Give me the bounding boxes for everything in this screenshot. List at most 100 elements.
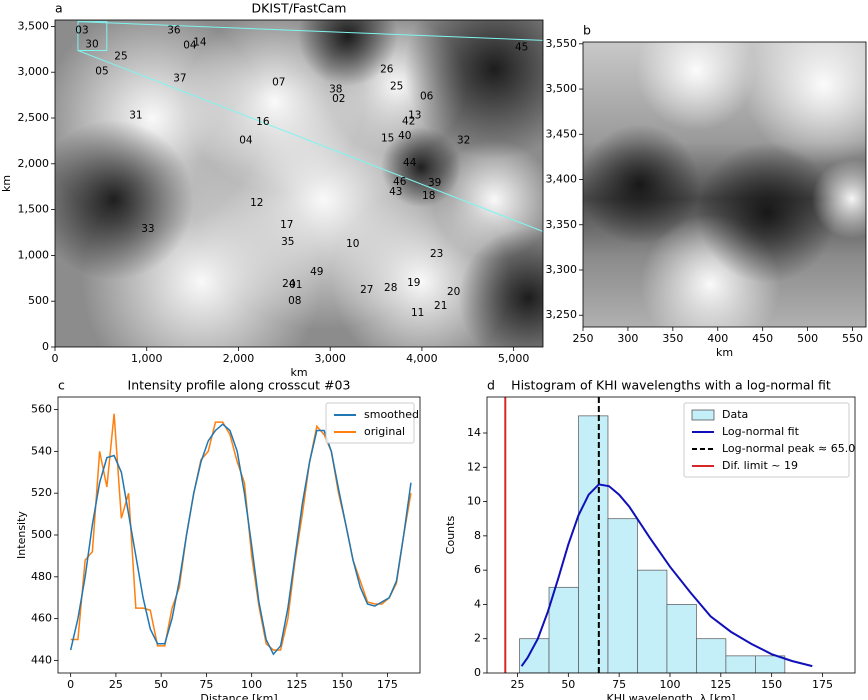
x-tick-label: 25 [510, 678, 524, 691]
crosscut-label: 39 [428, 177, 441, 189]
chart-title: Intensity profile along crosscut #03 [128, 378, 351, 393]
y-tick-label: 3,250 [546, 308, 578, 321]
legend-label: Log-normal fit [722, 425, 800, 438]
crosscut-label: 23 [430, 248, 443, 260]
crosscut-label: 10 [346, 238, 359, 250]
y-tick-label: 500 [31, 528, 52, 541]
chart-title: DKIST/FastCam [252, 1, 347, 16]
crosscut-label: 40 [398, 130, 411, 142]
fit-curve [520, 483, 813, 668]
x-tick-label: 1,000 [131, 352, 163, 365]
legend-box [683, 402, 850, 478]
zoom-connector [77, 50, 543, 232]
zoom-connector [77, 21, 543, 41]
histogram-bar [607, 518, 638, 673]
y-tick-label: 500 [28, 294, 49, 307]
y-tick-label: 440 [31, 653, 52, 666]
image-texture [55, 119, 194, 280]
crosscut-label: 25 [390, 80, 403, 92]
x-tick-label: 125 [286, 678, 307, 691]
x-axis-label: km [290, 366, 307, 379]
x-axis-label: Distance [km] [200, 692, 277, 700]
image-texture [583, 124, 700, 245]
x-tick-label: 0 [52, 352, 59, 365]
x-tick-label: 25 [109, 678, 123, 691]
histogram-bar [548, 586, 579, 673]
x-tick-label: 300 [617, 332, 638, 345]
panel-letter: c [58, 378, 65, 393]
crosscut-label: 01 [289, 279, 302, 291]
image-texture [458, 227, 543, 347]
crosscut-label: 37 [173, 72, 186, 84]
y-axis-label: Counts [444, 516, 457, 555]
crosscut-label: 08 [288, 295, 301, 307]
y-tick-label: 3,450 [546, 127, 578, 140]
image-texture [696, 143, 837, 283]
x-tick-label: 150 [332, 678, 353, 691]
crosscut-label: 42 [402, 115, 415, 127]
chart-title: Histogram of KHI wavelengths with a log-… [511, 378, 831, 393]
crosscut-label: 49 [310, 266, 323, 278]
crosscut-label: 07 [272, 76, 285, 88]
x-tick-label: 50 [154, 678, 168, 691]
x-axis-label: km [716, 346, 733, 359]
y-tick-label: 3,550 [546, 37, 578, 50]
legend-label: Log-normal peak ≈ 65.0 [722, 442, 855, 455]
crosscut-label: 36 [167, 24, 181, 36]
crosscut-label: 32 [457, 134, 470, 146]
y-tick-label: 8 [474, 529, 481, 542]
x-tick-label: 175 [377, 678, 398, 691]
crosscut-label: 16 [256, 116, 270, 128]
histogram-bar [755, 655, 786, 673]
crosscut-label: 19 [407, 277, 420, 289]
x-tick-label: 350 [662, 332, 683, 345]
legend-patch [691, 409, 715, 421]
y-tick-label: 3,300 [546, 263, 578, 276]
histogram-bar [666, 604, 697, 673]
x-tick-label: 5,000 [498, 352, 530, 365]
y-tick-label: 3,350 [546, 218, 578, 231]
y-axis-label: km [0, 175, 13, 192]
plot-frame [486, 396, 856, 674]
crosscut-label: 04 [183, 39, 197, 51]
x-tick-label: 550 [842, 332, 863, 345]
y-tick-label: 480 [31, 570, 52, 583]
x-tick-label: 75 [612, 678, 626, 691]
image-texture [404, 20, 543, 160]
crosscut-label: 26 [380, 63, 394, 75]
panel-letter: b [583, 23, 591, 38]
image-layer [583, 42, 866, 327]
crosscut-label: 45 [515, 41, 528, 53]
lines [69, 413, 412, 656]
x-tick-label: 250 [573, 332, 594, 345]
x-tick-label: 3,000 [314, 352, 346, 365]
y-tick-label: 3,500 [18, 19, 50, 32]
crosscut-label: 43 [389, 186, 402, 198]
plot-frame [54, 19, 544, 348]
histogram-bar [725, 655, 756, 673]
crosscut-label: 11 [411, 307, 424, 319]
y-tick-label: 12 [467, 460, 481, 473]
crosscut-label: 06 [420, 90, 434, 102]
x-tick-label: 400 [707, 332, 728, 345]
y-tick-label: 6 [474, 563, 481, 576]
series-line [70, 413, 412, 651]
crosscut-label: 31 [129, 109, 142, 121]
y-tick-label: 520 [31, 486, 52, 499]
image-texture [297, 20, 398, 87]
legend-label: Data [722, 408, 748, 421]
y-tick-label: 3,400 [546, 173, 578, 186]
y-tick-label: 540 [31, 444, 52, 457]
crosscut-label: 46 [393, 176, 407, 188]
crosscut-label: 12 [250, 197, 263, 209]
x-tick-label: 175 [812, 678, 833, 691]
image-texture [381, 127, 461, 208]
crosscut-label: 28 [384, 282, 397, 294]
y-axis-label: Intensity [15, 511, 28, 559]
plot-frame [582, 41, 867, 328]
panel-letter: a [55, 1, 63, 16]
crosscut-label: 21 [434, 300, 447, 312]
x-tick-label: 75 [199, 678, 213, 691]
y-tick-label: 1,000 [18, 248, 50, 261]
